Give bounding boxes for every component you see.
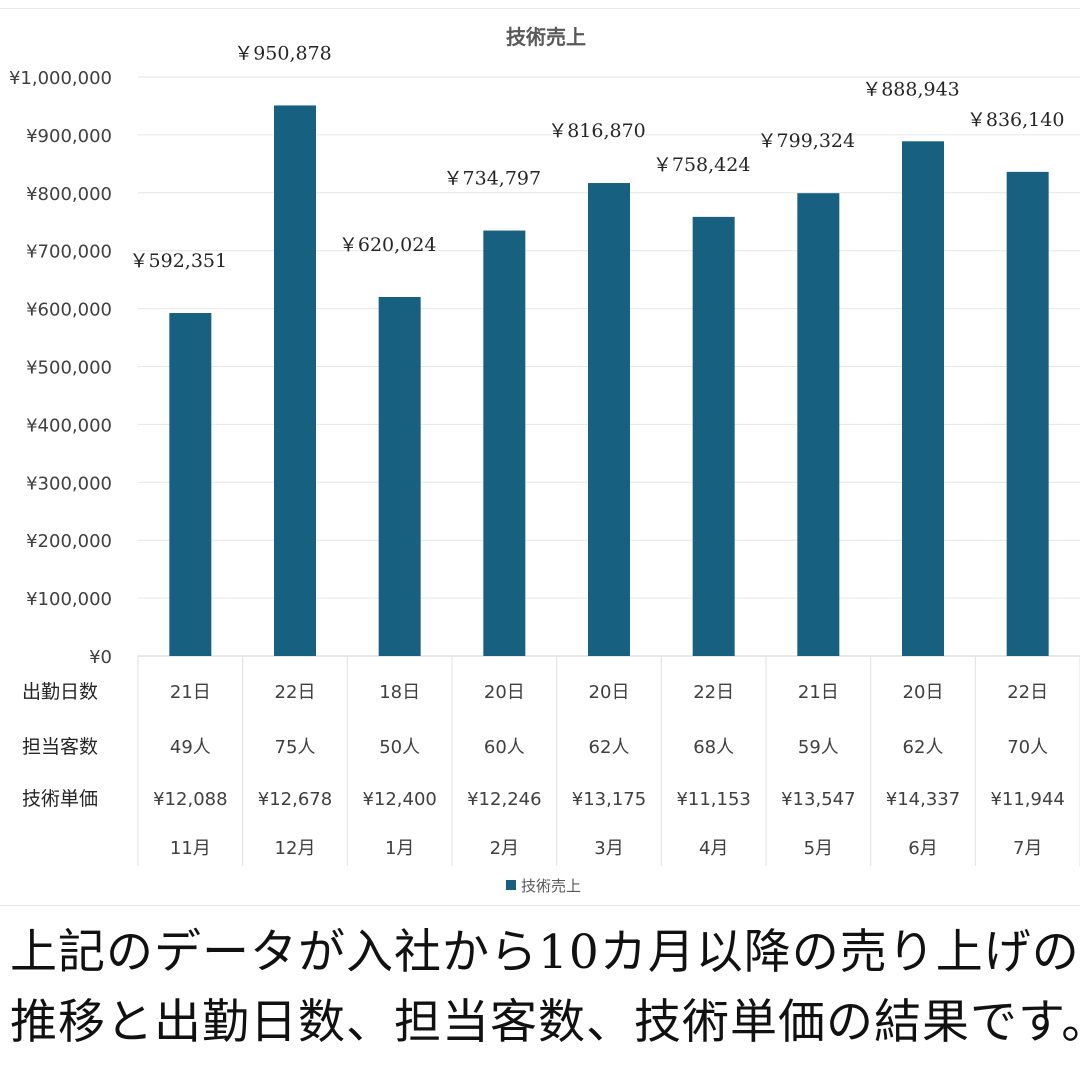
table-cell: ¥12,678 [258,789,332,810]
y-tick-label: ¥400,000 [26,415,112,436]
table-cell: 18日 [379,682,420,703]
caption-divider [0,905,1080,906]
table-cell: ¥11,153 [676,789,750,810]
x-category-label: 3月 [594,838,623,859]
table-cell: 21日 [798,682,839,703]
data-label: ￥592,351 [130,250,228,272]
x-category-label: 7月 [1013,838,1042,859]
table-cell: 62人 [589,737,630,758]
x-category-label: 6月 [908,838,937,859]
bar [797,193,840,656]
bar [588,183,630,656]
table-cell: ¥12,400 [362,789,436,810]
y-tick-label: ¥1,000,000 [9,68,112,89]
x-category-label: 5月 [804,838,833,859]
table-cell: ¥12,246 [467,789,541,810]
data-label: ￥816,870 [548,120,646,142]
table-cell: ¥13,175 [572,789,646,810]
table-cell: ¥12,088 [153,789,227,810]
sales-chart: 技術売上 ¥0 ¥100,000 ¥200,000 ¥300,000 ¥400,000 ¥… [9,25,1080,895]
bar [483,230,526,656]
data-label: ￥734,797 [444,168,542,190]
table-row-label: 技術単価 [22,788,98,810]
bar [378,297,421,656]
y-tick-label: ¥700,000 [26,242,112,263]
caption: 上記のデータが入社から10カ月以降の売り上げの 推移と出勤日数、担当客数、技術単… [0,918,1080,1058]
bar [1006,171,1049,656]
y-tick-label: ¥600,000 [26,300,112,321]
table-cell: 20日 [484,682,525,703]
table-cell: 49人 [170,737,211,758]
table-cell: 75人 [275,737,316,758]
bar [274,105,316,656]
table-cell: 62人 [903,737,944,758]
y-axis-ticks: ¥0 ¥100,000 ¥200,000 ¥300,000 ¥400,000 ¥500,0… [9,68,112,668]
caption-line-1: 上記のデータが入社から10カ月以降の売り上げの [10,925,1080,980]
table-cell: 60人 [484,737,525,758]
table-cell: 68人 [693,737,734,758]
x-category-label: 4月 [699,838,728,859]
data-label: ￥799,324 [758,130,856,152]
data-label: ￥888,943 [862,78,960,100]
table-row-label: 担当客数 [22,736,98,758]
data-label: ￥620,024 [339,234,437,256]
y-tick-label: ¥800,000 [26,184,112,205]
table-cell: ¥13,547 [781,789,855,810]
x-category-label: 2月 [490,838,519,859]
bars [169,105,1049,656]
data-label: ￥836,140 [967,109,1065,131]
legend-swatch [506,880,516,890]
table-cell: 20日 [589,682,630,703]
bar [169,313,212,656]
chart-svg: 技術売上 ¥0¥100,000¥200,000¥300,000¥400,000¥… [9,25,1080,895]
bar [902,141,944,656]
table-cell: 50人 [379,737,420,758]
table-cell: 21日 [170,682,211,703]
table-cell: 22日 [693,682,734,703]
top-border [0,8,1080,9]
y-tick-label: ¥200,000 [26,531,112,552]
x-category-label: 12月 [275,838,316,859]
caption-line-2: 推移と出勤日数、担当客数、技術単価の結果です。 [10,995,1080,1050]
table-cell: 70人 [1007,737,1048,758]
y-tick-label: ¥500,000 [26,358,112,379]
data-label: ￥758,424 [653,154,751,176]
x-category-label: 1月 [385,838,414,859]
data-labels: ￥592,351 ￥950,878 ￥620,024 ￥734,797 ￥816,870… [130,42,1065,272]
table-cell: 22日 [275,682,316,703]
table-cell: 59人 [798,737,839,758]
legend: 技術売上 [506,877,581,895]
legend-label: 技術売上 [521,877,581,895]
data-label: ￥950,878 [234,42,332,64]
table-cell: 22日 [1007,682,1048,703]
table-row-label: 出勤日数 [22,681,98,703]
table-cell: ¥11,944 [990,789,1064,810]
x-category-label: 11月 [170,838,211,859]
y-tick-label: ¥300,000 [26,473,112,494]
y-tick-label: ¥900,000 [26,126,112,147]
y-tick-label: ¥0 [89,647,112,668]
table-cell: ¥14,337 [886,789,960,810]
table-cell: 20日 [903,682,944,703]
y-tick-label: ¥100,000 [26,589,112,610]
bar [692,216,735,656]
chart-title: 技術売上 [506,25,586,49]
